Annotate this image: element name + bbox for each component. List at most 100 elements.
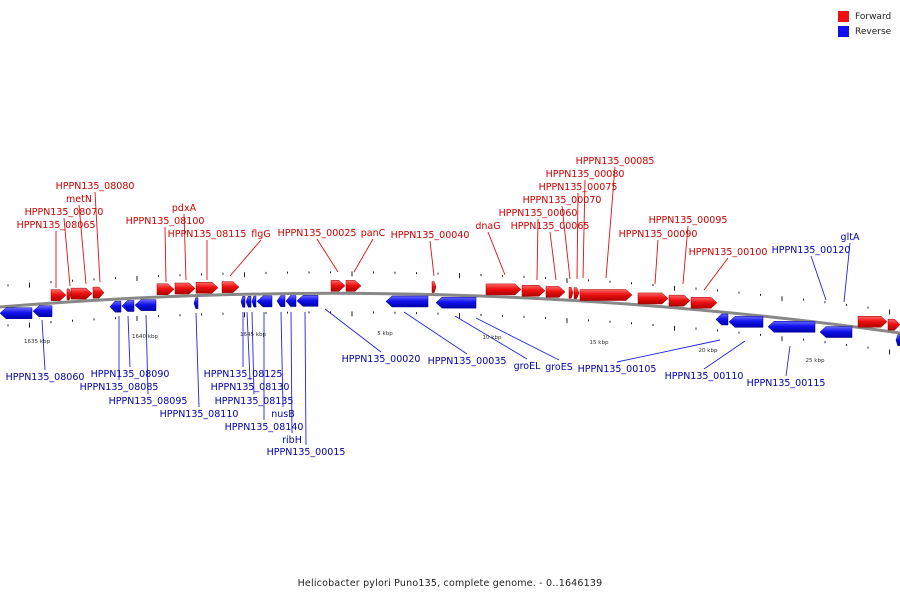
gene-label: HPPN135_08080 (56, 181, 135, 192)
gene-label: HPPN135_08085 (80, 382, 159, 393)
reverse-swatch (838, 26, 849, 37)
leader-line (304, 311, 307, 446)
gene-label: groES (545, 362, 573, 373)
gene-label: dnaG (475, 221, 500, 232)
forward-gene-arrow (857, 315, 888, 328)
scale-labels: 1635 kbp 1640 kbp 1645 kbp 5 kbp 10 kbp … (24, 331, 825, 364)
forward-gene-arrow (195, 282, 219, 294)
leader-line (549, 231, 557, 281)
gene-label: metN (66, 194, 92, 205)
genes-layer (0, 280, 900, 346)
forward-gene-arrow (690, 297, 718, 309)
leader-line (605, 166, 616, 279)
forward-gene-arrow (174, 282, 196, 295)
gene-label: HPPN135_08110 (160, 409, 239, 420)
gene-label: gltA (841, 232, 860, 243)
reverse-gene-arrow (32, 305, 53, 317)
reverse-gene-arrow (728, 316, 764, 328)
leader-line (576, 192, 579, 280)
reverse-gene-arrow (134, 299, 157, 311)
legend-reverse-label: Reverse (855, 26, 892, 37)
gene-label: HPPN135_08065 (17, 220, 96, 231)
reverse-gene-arrow (296, 295, 319, 307)
reverse-gene-arrow (385, 295, 429, 308)
forward-gene-arrow (485, 283, 522, 296)
reverse-gene-arrow (285, 295, 297, 307)
gene-label: HPPN135_00040 (391, 230, 470, 241)
leader-line (290, 311, 293, 434)
forward-gene-arrow (545, 286, 566, 298)
reverse-gene-arrow (256, 295, 273, 308)
forward-gene-labels: HPPN135_08080 metN HPPN135_08070 HPPN135… (17, 156, 768, 258)
leader-line (127, 315, 131, 368)
forward-gene-arrow (330, 280, 346, 292)
leader-line (582, 179, 586, 279)
reverse-gene-arrow (251, 295, 257, 308)
gene-label: HPPN135_00060 (499, 208, 578, 219)
forward-gene-arrow (50, 289, 67, 301)
leader-line (145, 314, 149, 395)
gene-label: HPPN135_00090 (619, 229, 698, 240)
reverse-gene-arrow (435, 296, 477, 309)
gene-label: HPPN135_00085 (576, 156, 655, 167)
gene-label: HPPN135_08090 (91, 369, 170, 380)
leader-line (63, 217, 71, 287)
leader-line (429, 240, 435, 277)
leader-line (682, 225, 689, 285)
forward-gene-arrow (431, 281, 437, 293)
reverse-gene-labels: HPPN135_00120 gltA HPPN135_08060 HPPN135… (6, 232, 860, 458)
scale-label: 20 kbp (699, 348, 718, 354)
forward-gene-arrow (887, 318, 900, 331)
forward-swatch (838, 11, 849, 22)
forward-gene-arrow (668, 294, 691, 307)
leader-lines (41, 166, 851, 446)
leader-line (654, 239, 659, 285)
scale-label: 15 kbp (590, 340, 609, 346)
gene-label: HPPN135_00120 (772, 245, 851, 256)
scale-label: 1640 kbp (132, 334, 158, 340)
forward-gene-arrow (345, 280, 362, 292)
gene-label: HPPN135_00115 (747, 378, 826, 389)
leader-line (251, 311, 255, 395)
leader-line (616, 339, 721, 363)
gene-label: groEL (514, 361, 542, 372)
leader-line (810, 255, 827, 301)
forward-gene-arrow (521, 285, 546, 297)
gene-label: HPPN135_08140 (225, 422, 304, 433)
leader-line (164, 226, 167, 283)
leader-line (280, 311, 284, 408)
leader-line (229, 239, 262, 277)
legend-item-reverse: Reverse (838, 24, 891, 39)
forward-gene-arrow (156, 283, 175, 296)
reverse-gene-arrow (193, 297, 199, 309)
leader-line (536, 218, 539, 281)
reverse-gene-arrow (0, 307, 33, 319)
forward-gene-arrow (70, 287, 93, 300)
genome-backbone (0, 291, 900, 335)
scale-label: 5 kbp (377, 331, 393, 337)
gene-label: HPPN135_00015 (267, 447, 346, 458)
gene-label: HPPN135_08070 (25, 207, 104, 218)
leader-line (475, 317, 560, 361)
leader-line (353, 238, 374, 273)
legend: Forward Reverse (838, 9, 891, 39)
leader-line (561, 205, 571, 280)
reverse-gene-arrow (121, 300, 135, 312)
reverse-gene-arrow (715, 313, 729, 326)
gene-label: flgG (251, 229, 270, 240)
gene-label: nusB (271, 409, 295, 420)
gene-label: HPPN135_08130 (211, 382, 290, 393)
forward-gene-arrow (579, 289, 633, 301)
forward-gene-arrow (573, 287, 580, 299)
leader-line (78, 204, 87, 285)
leader-line (703, 257, 729, 291)
gene-label: HPPN135_08115 (168, 229, 247, 240)
gene-label: HPPN135_00035 (428, 356, 507, 367)
reverse-gene-arrow (276, 295, 286, 307)
gene-label: HPPN135_08125 (204, 369, 283, 380)
leader-line (454, 315, 528, 360)
gene-label: pdxA (172, 203, 197, 214)
gene-label: HPPN135_00095 (649, 215, 728, 226)
gene-label: HPPN135_00080 (546, 169, 625, 180)
